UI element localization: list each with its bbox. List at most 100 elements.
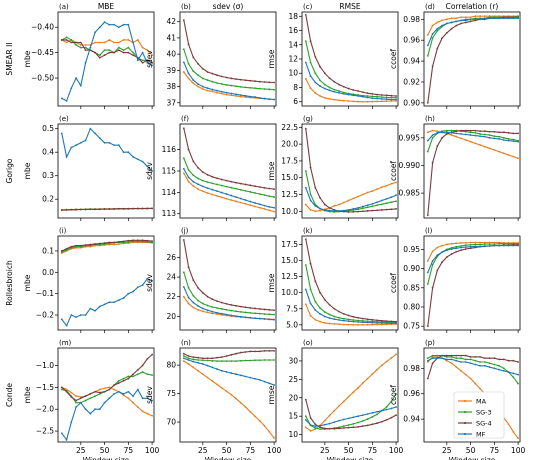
data-point bbox=[108, 388, 111, 391]
data-point bbox=[342, 209, 345, 212]
data-point bbox=[333, 307, 336, 310]
panel-c: (c) RMSE 6 8 10 12 14 16 18 rmse bbox=[267, 2, 399, 109]
data-point bbox=[333, 205, 336, 207]
y-tick-label: −1.0 bbox=[36, 361, 54, 370]
data-point bbox=[220, 191, 223, 194]
data-point bbox=[390, 208, 393, 211]
data-point bbox=[187, 62, 190, 65]
data-point bbox=[108, 51, 111, 54]
data-point bbox=[371, 100, 374, 103]
data-point bbox=[225, 84, 228, 86]
y-tick-label: 20 bbox=[288, 393, 298, 402]
data-point bbox=[235, 352, 237, 355]
data-point bbox=[220, 178, 223, 181]
data-point bbox=[239, 359, 242, 362]
data-point bbox=[361, 414, 364, 416]
data-point bbox=[146, 277, 149, 280]
data-point bbox=[249, 376, 252, 379]
data-point bbox=[426, 101, 429, 104]
data-point bbox=[216, 183, 218, 186]
data-point bbox=[187, 359, 190, 361]
data-point bbox=[507, 17, 510, 20]
data-point bbox=[187, 266, 190, 269]
series-group bbox=[182, 127, 275, 213]
data-point bbox=[314, 210, 317, 213]
y-tick-label: 0.95 bbox=[403, 245, 420, 254]
data-point bbox=[395, 353, 397, 356]
panel-i: (i) 0.1 0.0 −0.1 −0.2 mbe Rollesbroich bbox=[5, 227, 155, 333]
data-point bbox=[441, 261, 443, 263]
data-point bbox=[517, 140, 519, 143]
data-point bbox=[323, 423, 326, 426]
data-point bbox=[211, 188, 214, 191]
data-point bbox=[426, 357, 429, 360]
data-point bbox=[182, 360, 185, 363]
data-point bbox=[498, 138, 500, 140]
data-point bbox=[151, 207, 153, 210]
data-point bbox=[385, 360, 388, 363]
data-point bbox=[347, 100, 350, 102]
data-point bbox=[201, 171, 204, 173]
data-point bbox=[235, 85, 237, 88]
data-point bbox=[127, 51, 130, 54]
data-point bbox=[141, 410, 144, 413]
data-point bbox=[512, 372, 515, 375]
data-point bbox=[361, 382, 364, 384]
data-point bbox=[319, 196, 321, 199]
data-point bbox=[192, 79, 195, 81]
data-point bbox=[230, 92, 233, 95]
data-point bbox=[319, 85, 321, 87]
data-point bbox=[263, 204, 266, 207]
series-line-mf bbox=[61, 388, 153, 442]
data-point bbox=[258, 80, 261, 83]
data-point bbox=[390, 98, 393, 101]
data-point bbox=[75, 44, 77, 46]
data-point bbox=[216, 195, 218, 197]
data-point bbox=[187, 176, 190, 179]
data-point bbox=[464, 246, 467, 249]
data-point bbox=[70, 421, 73, 424]
data-point bbox=[79, 401, 82, 404]
panel-label: (i) bbox=[59, 227, 67, 235]
data-point bbox=[197, 166, 199, 169]
x-tick-label: 75 bbox=[490, 446, 500, 455]
data-point bbox=[507, 423, 510, 426]
data-point bbox=[455, 354, 458, 357]
y-axis-label: sdev bbox=[145, 274, 154, 292]
data-point bbox=[328, 313, 331, 316]
y-tick-label: 17.5 bbox=[281, 156, 298, 165]
data-point bbox=[436, 357, 439, 360]
data-point bbox=[347, 426, 350, 429]
data-point bbox=[338, 210, 340, 212]
data-point bbox=[151, 241, 153, 244]
data-point bbox=[469, 358, 472, 361]
data-point bbox=[225, 308, 228, 311]
plot-frame bbox=[57, 235, 155, 331]
data-point bbox=[376, 323, 378, 326]
data-point bbox=[347, 424, 350, 426]
data-point bbox=[366, 318, 369, 321]
data-point bbox=[249, 200, 252, 203]
panel-label: (j) bbox=[181, 227, 189, 235]
data-point bbox=[103, 49, 106, 52]
data-point bbox=[357, 316, 359, 319]
data-point bbox=[244, 199, 247, 201]
data-point bbox=[385, 184, 388, 187]
data-point bbox=[70, 208, 73, 211]
data-point bbox=[103, 390, 106, 393]
data-point bbox=[469, 377, 472, 380]
data-point bbox=[268, 88, 271, 91]
data-point bbox=[60, 39, 63, 41]
data-point bbox=[502, 131, 505, 134]
data-point bbox=[201, 373, 204, 376]
data-point bbox=[113, 384, 115, 387]
x-tick-label: 75 bbox=[124, 446, 134, 455]
plot-frame bbox=[57, 347, 155, 443]
data-point bbox=[347, 314, 350, 317]
data-point bbox=[342, 201, 345, 204]
data-point bbox=[328, 322, 331, 325]
data-point bbox=[94, 243, 96, 245]
data-point bbox=[127, 39, 130, 41]
data-point bbox=[380, 186, 383, 189]
data-point bbox=[445, 256, 448, 259]
